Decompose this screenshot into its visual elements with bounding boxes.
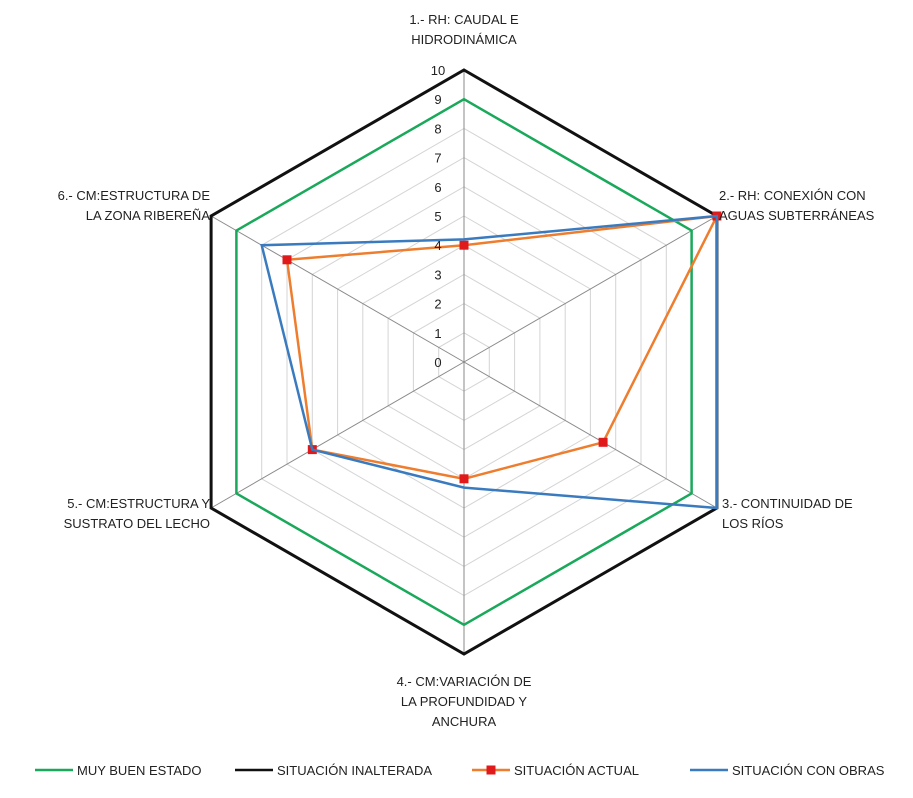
tick-label: 0 xyxy=(434,355,441,370)
legend-label: SITUACIÓN CON OBRAS xyxy=(732,763,885,778)
series-marker xyxy=(459,240,469,250)
axis-label: 1.- RH: CAUDAL E HIDRODINÁMICA xyxy=(409,12,519,47)
tick-label: 9 xyxy=(434,92,441,107)
tick-label: 8 xyxy=(434,121,441,136)
tick-label: 3 xyxy=(434,267,441,282)
series-line xyxy=(235,97,693,627)
axis-spoke xyxy=(210,361,465,509)
tick-label: 5 xyxy=(434,209,441,224)
axis-labels: 1.- RH: CAUDAL E HIDRODINÁMICA 2.- RH: CON… xyxy=(58,12,875,729)
legend-label: SITUACIÓN INALTERADA xyxy=(277,763,432,778)
axis-label: 3.- CONTINUIDAD DE LOS RÍOS xyxy=(722,496,853,531)
tick-label: 4 xyxy=(434,238,441,253)
axis-spoke xyxy=(463,215,718,363)
legend-label: SITUACIÓN ACTUAL xyxy=(514,763,639,778)
axis-label: 5.- CM:ESTRUCTURA Y SUSTRATO DEL LECHO xyxy=(64,496,211,531)
series-line xyxy=(285,214,720,481)
tick-label: 7 xyxy=(434,151,441,166)
series-line xyxy=(260,214,719,510)
axis-label: 4.- CM:VARIACIÓN DE LA PROFUNDIDAD Y ANCHU… xyxy=(397,674,532,729)
axis-label: 6.- CM:ESTRUCTURA DE LA ZONA RIBEREÑA xyxy=(58,188,211,223)
radial-tick-labels: 0 1 2 3 4 5 6 7 8 9 10 xyxy=(431,63,445,370)
legend-label: MUY BUEN ESTADO xyxy=(77,763,201,778)
axis-spoke xyxy=(210,215,465,363)
axis-spoke xyxy=(463,361,718,509)
radar-series xyxy=(209,68,722,656)
radar-grid xyxy=(210,69,718,655)
tick-label: 2 xyxy=(434,297,441,312)
series-marker xyxy=(282,255,292,265)
legend: MUY BUEN ESTADO SITUACIÓN INALTERADA SITUA… xyxy=(35,763,885,778)
axis-label: 2.- RH: CONEXIÓN CON AGUAS SUBTERRÁNEAS xyxy=(719,188,875,223)
legend-marker xyxy=(486,765,496,775)
tick-label: 1 xyxy=(434,326,441,341)
series-marker xyxy=(598,437,608,447)
tick-label: 6 xyxy=(434,180,441,195)
series-marker xyxy=(459,474,469,484)
tick-label: 10 xyxy=(431,63,445,78)
